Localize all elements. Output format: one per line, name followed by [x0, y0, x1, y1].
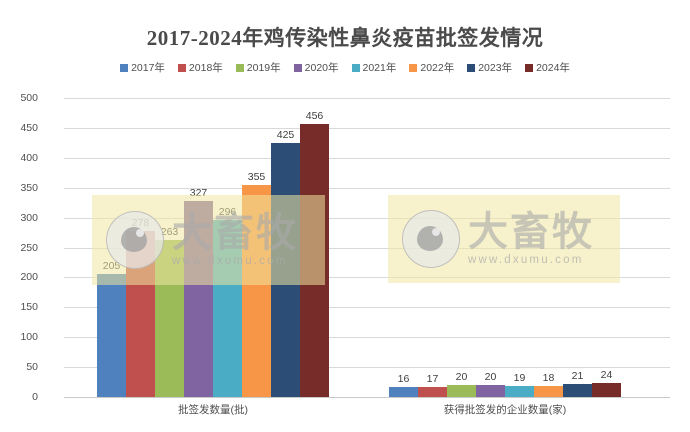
gridline: [64, 217, 670, 219]
bar-value-label: 205: [102, 260, 121, 273]
legend-item-2020年[interactable]: 2020年: [293, 60, 339, 75]
y-axis-tick-label: 400: [20, 151, 38, 164]
bar-group-1: 205 278 263 327 296 355 425 456: [97, 98, 329, 397]
gridline: [64, 277, 670, 279]
bar-2022年-获得批签发的企业数量(家)[interactable]: 18: [534, 372, 563, 397]
legend-item-2021年[interactable]: 2021年: [351, 60, 397, 75]
bar-value-label: 24: [600, 368, 613, 381]
bar-2021年-批签发数量(批)[interactable]: 296: [213, 206, 242, 397]
y-axis-tick-label: 300: [20, 211, 38, 224]
gridline: [64, 98, 670, 99]
gridline: [64, 307, 670, 309]
legend-item-2019年[interactable]: 2019年: [235, 60, 281, 75]
bar-group-2: 16 17 20 20 19 18 21 24: [389, 98, 621, 397]
gridline: [64, 187, 670, 189]
bar-value-label: 355: [247, 170, 266, 183]
y-axis-tick-label: 450: [20, 121, 38, 134]
bar-2024年-获得批签发的企业数量(家)[interactable]: 24: [592, 369, 621, 397]
plot-area: 500 450 400 350 300 250 200 150 100 50 0 205 278 263…: [20, 92, 670, 403]
bar-value-label: 19: [513, 371, 526, 384]
bar-2023年-获得批签发的企业数量(家)[interactable]: 21: [563, 370, 592, 397]
legend-item-2018年[interactable]: 2018年: [177, 60, 223, 75]
legend-label: 2019年: [246, 62, 281, 74]
legend-swatch-icon: [235, 63, 244, 72]
bar-value-label: 17: [426, 372, 439, 385]
bar-2019年-获得批签发的企业数量(家)[interactable]: 20: [447, 371, 476, 397]
bar-2024年-批签发数量(批)[interactable]: 456: [300, 110, 329, 397]
bar-2017年-获得批签发的企业数量(家)[interactable]: 16: [389, 373, 418, 397]
bar-2019年-批签发数量(批)[interactable]: 263: [155, 226, 184, 397]
y-axis-tick-label: 250: [20, 241, 38, 254]
bar-2018年-批签发数量(批)[interactable]: 278: [126, 217, 155, 397]
gridline: [64, 367, 670, 369]
gridline: [64, 337, 670, 339]
bar-value-label: 456: [305, 110, 324, 123]
legend-item-2024年[interactable]: 2024年: [525, 60, 570, 75]
legend-swatch-icon: [293, 63, 302, 72]
bar-value-label: 16: [397, 373, 410, 386]
bar-2023年-批签发数量(批)[interactable]: 425: [271, 129, 300, 397]
bar-2018年-获得批签发的企业数量(家)[interactable]: 17: [418, 373, 447, 397]
bar-value-label: 20: [455, 371, 468, 384]
bar-value-label: 21: [571, 370, 584, 383]
x-axis-label-2: 获得批签发的企业数量(家): [443, 404, 567, 416]
legend-swatch-icon: [120, 63, 129, 72]
legend-item-2022年[interactable]: 2022年: [409, 60, 454, 75]
legend-label: 2020年: [304, 62, 339, 74]
chart-title: 2017-2024年鸡传染性鼻炎疫苗批签发情况: [146, 26, 544, 50]
y-axis-tick-label: 100: [20, 331, 38, 344]
legend-label: 2023年: [478, 62, 513, 74]
x-axis-label-1: 批签发数量(批): [178, 404, 248, 416]
legend-label: 2022年: [420, 62, 455, 74]
gridline: [64, 397, 670, 398]
y-axis-tick-label: 350: [20, 181, 38, 194]
gridline: [64, 247, 670, 249]
bar-value-label: 327: [189, 187, 208, 200]
y-axis-tick-label: 0: [32, 391, 38, 403]
y-axis-tick-label: 500: [20, 92, 38, 104]
legend-swatch-icon: [467, 63, 476, 72]
gridline: [64, 127, 670, 129]
y-axis-tick-label: 200: [20, 271, 38, 284]
bar-2021年-获得批签发的企业数量(家)[interactable]: 19: [505, 372, 534, 397]
bar-2022年-批签发数量(批)[interactable]: 355: [242, 171, 271, 397]
y-axis-tick-label: 50: [26, 361, 38, 374]
legend-swatch-icon: [351, 63, 360, 72]
chart-legend: 2017年 2018年 2019年 2020年 2021年 2022年 2023年 2024年: [0, 60, 690, 75]
bar-value-label: 263: [160, 225, 179, 238]
bar-value-label: 425: [276, 128, 295, 141]
bar-value-label: 278: [131, 216, 150, 229]
legend-label: 2021年: [362, 62, 397, 74]
legend-label: 2018年: [188, 62, 223, 74]
bar-2017年-批签发数量(批)[interactable]: 205: [97, 260, 126, 397]
y-axis-tick-label: 150: [20, 301, 38, 314]
legend-label: 2017年: [131, 62, 165, 74]
legend-swatch-icon: [177, 63, 186, 72]
legend-label: 2024年: [536, 62, 570, 74]
bar-value-label: 18: [542, 372, 555, 385]
bar-2020年-批签发数量(批)[interactable]: 327: [184, 187, 213, 397]
gridline: [64, 157, 670, 159]
legend-item-2017年[interactable]: 2017年: [120, 60, 165, 75]
bar-value-label: 20: [484, 371, 497, 384]
bar-2020年-获得批签发的企业数量(家)[interactable]: 20: [476, 371, 505, 397]
legend-swatch-icon: [525, 63, 534, 72]
legend-item-2023年[interactable]: 2023年: [467, 60, 512, 75]
legend-swatch-icon: [409, 63, 418, 72]
bar-value-label: 296: [218, 206, 237, 218]
